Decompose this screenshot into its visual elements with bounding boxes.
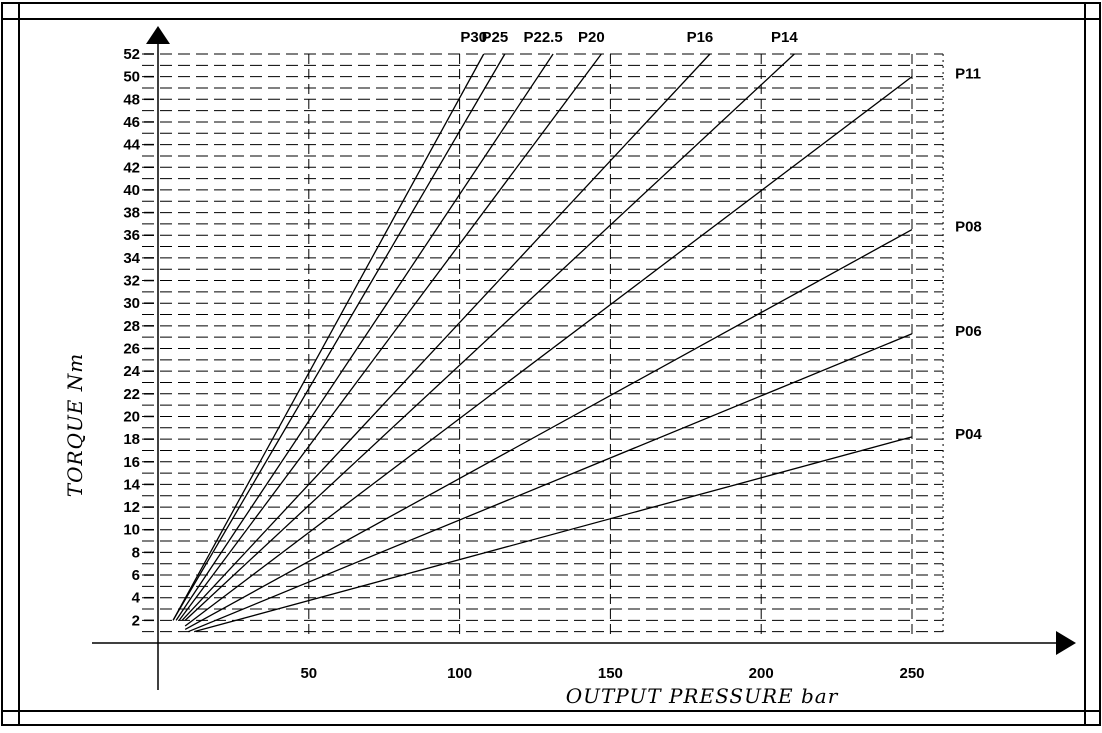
series-line-p20: [178, 53, 602, 621]
y-tick-label-6: 6: [132, 567, 140, 584]
series-line-p04: [194, 436, 913, 633]
y-tick-label-42: 42: [123, 159, 140, 176]
series-line-p22-5: [175, 53, 554, 621]
series-label-p04: P04: [955, 426, 982, 443]
y-tick-label-44: 44: [123, 137, 140, 154]
y-tick-label-46: 46: [123, 114, 140, 131]
y-tick-label-24: 24: [123, 363, 140, 380]
tick-labels: 2468101214161820222426283032343638404244…: [123, 46, 924, 682]
x-axis-title: OUTPUT PRESSURE bar: [566, 684, 839, 708]
series-line-p16: [181, 53, 711, 621]
y-tick-label-52: 52: [123, 46, 140, 63]
series-line-p11: [184, 76, 913, 627]
series-label-p11: P11: [955, 66, 981, 83]
y-tick-label-28: 28: [123, 318, 140, 335]
y-tick-label-14: 14: [123, 476, 140, 493]
y-tick-label-20: 20: [123, 408, 140, 425]
y-tick-label-40: 40: [123, 182, 140, 199]
series-lines: [172, 53, 913, 633]
y-tick-label-22: 22: [123, 386, 140, 403]
series-line-p08: [184, 228, 913, 630]
y-tick-label-4: 4: [132, 590, 141, 607]
y-tick-label-8: 8: [132, 544, 140, 561]
series-label-p06: P06: [955, 323, 982, 340]
x-tick-label-100: 100: [447, 665, 472, 682]
y-tick-label-36: 36: [123, 227, 140, 244]
y-tick-label-18: 18: [123, 431, 140, 448]
grid-lines: [142, 53, 944, 635]
axes: [92, 26, 1076, 690]
y-tick-label-50: 50: [123, 69, 140, 86]
series-label-p16: P16: [687, 29, 714, 46]
x-axis-arrow: [1056, 631, 1076, 655]
x-tick-label-50: 50: [300, 665, 317, 682]
y-tick-label-30: 30: [123, 295, 140, 312]
x-tick-label-150: 150: [598, 665, 623, 682]
y-tick-label-2: 2: [132, 612, 140, 629]
series-label-p25: P25: [481, 29, 508, 46]
x-tick-label-200: 200: [749, 665, 774, 682]
series-label-p30: P30: [460, 29, 487, 46]
y-tick-label-38: 38: [123, 205, 140, 222]
x-tick-label-250: 250: [899, 665, 924, 682]
series-label-p08: P08: [955, 219, 982, 236]
y-tick-label-34: 34: [123, 250, 140, 267]
y-tick-label-12: 12: [123, 499, 140, 516]
series-line-p06: [187, 333, 913, 633]
y-axis-title: TORQUE Nm: [63, 353, 87, 497]
y-tick-label-16: 16: [123, 454, 140, 471]
y-tick-label-48: 48: [123, 91, 140, 108]
series-label-p20: P20: [578, 29, 605, 46]
series-label-p22-5: P22.5: [523, 29, 562, 46]
series-line-p14: [184, 53, 795, 621]
series-line-p30: [172, 53, 485, 621]
y-tick-label-10: 10: [123, 522, 140, 539]
y-tick-label-26: 26: [123, 341, 140, 358]
series-line-p25: [172, 53, 506, 621]
y-axis-arrow: [146, 26, 170, 44]
y-tick-label-32: 32: [123, 273, 140, 290]
series-label-p14: P14: [771, 29, 798, 46]
